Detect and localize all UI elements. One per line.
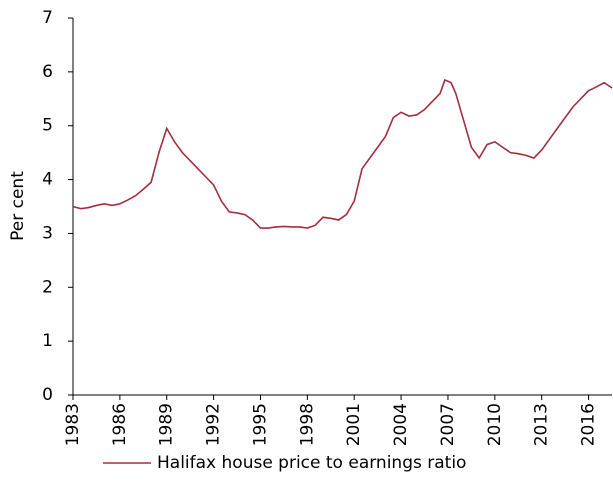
x-tick-label: 2016 (579, 403, 599, 446)
x-tick-label: 1989 (157, 403, 177, 446)
y-tick-label: 2 (42, 277, 53, 297)
y-tick-label: 1 (42, 331, 53, 351)
x-tick-label: 2004 (391, 403, 411, 446)
y-tick-label: 4 (42, 170, 53, 190)
x-tick-label: 1995 (250, 403, 270, 446)
y-axis-label: Per cent (8, 171, 28, 241)
x-tick-label: 1983 (63, 403, 83, 446)
legend-label: Halifax house price to earnings ratio (157, 453, 466, 473)
x-tick-label: 2013 (532, 403, 552, 446)
x-tick-label: 2007 (438, 403, 458, 446)
y-tick-label: 0 (42, 385, 53, 405)
x-tick-label: 1992 (204, 403, 224, 446)
y-tick-label: 7 (42, 8, 53, 28)
y-tick-label: 6 (42, 62, 53, 82)
x-tick-label: 1998 (297, 403, 317, 446)
y-tick-label: 5 (42, 116, 53, 136)
x-tick-label: 2010 (485, 403, 505, 446)
x-tick-label: 1986 (110, 403, 130, 446)
line (72, 78, 613, 229)
x-tick-label: 2001 (344, 403, 364, 446)
y-tick-label: 3 (42, 223, 53, 243)
